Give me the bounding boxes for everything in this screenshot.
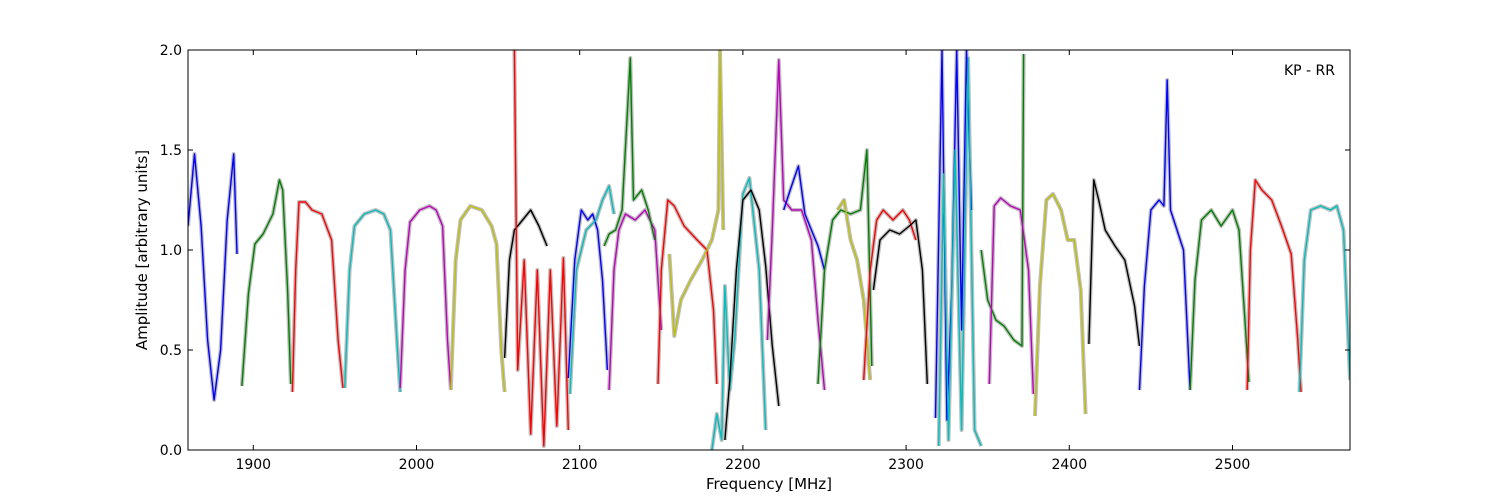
series-line-17 <box>766 59 826 391</box>
series-line-9 <box>567 209 609 379</box>
axis-ticks: 1900 2000 2100 2200 2300 2400 2500 0.0 0.5 1.0 1.5… <box>160 43 1350 473</box>
series-line-1 <box>188 153 238 401</box>
plot-annotation: KP - RR <box>1284 63 1335 79</box>
series-line-8 <box>513 50 569 447</box>
x-axis-label: Frequency [MHz] <box>706 475 832 493</box>
y-tick-label: 0.0 <box>160 443 182 459</box>
series-line-32 <box>1298 205 1350 393</box>
y-tick-label: 1.5 <box>160 143 182 159</box>
series-traces <box>188 50 1350 450</box>
series-line-16 <box>724 189 780 441</box>
series-line-25 <box>980 53 1025 347</box>
x-tick-label: 2400 <box>1051 457 1087 473</box>
series-line-3 <box>291 201 344 393</box>
x-tick-label: 2300 <box>888 457 924 473</box>
y-tick-label: 1.0 <box>160 243 182 259</box>
series-line-21 <box>863 209 917 381</box>
series-line-14 <box>668 50 724 337</box>
series-line-5 <box>399 205 452 391</box>
series-line-6 <box>450 205 506 393</box>
series-line-18 <box>783 165 826 271</box>
series-line-12 <box>603 57 656 247</box>
x-tick-label: 2100 <box>562 457 598 473</box>
series-line-24 <box>938 57 982 447</box>
series-line-20 <box>836 199 871 381</box>
series-line-29 <box>1138 79 1191 391</box>
x-tick-label: 2500 <box>1215 457 1251 473</box>
x-tick-label: 1900 <box>235 457 271 473</box>
series-line-15 <box>711 177 767 450</box>
x-tick-label: 2200 <box>725 457 761 473</box>
series-line-31 <box>1246 179 1302 393</box>
series-line-26 <box>988 197 1035 395</box>
x-tick-label: 2000 <box>399 457 435 473</box>
series-line-30 <box>1189 209 1250 391</box>
series-line-28 <box>1088 179 1141 347</box>
series-line-7 <box>503 209 548 359</box>
series-line-10 <box>569 185 615 395</box>
y-axis-label: Amplitude [arbitrary units] <box>133 150 151 350</box>
series-line-13 <box>657 199 718 385</box>
series-line-11 <box>608 209 662 391</box>
series-line-4 <box>344 209 401 393</box>
series-line-22 <box>872 219 928 385</box>
series-line-27 <box>1034 193 1087 417</box>
y-tick-label: 0.5 <box>160 343 182 359</box>
y-tick-label: 2.0 <box>160 43 182 59</box>
series-line-2 <box>241 179 292 387</box>
